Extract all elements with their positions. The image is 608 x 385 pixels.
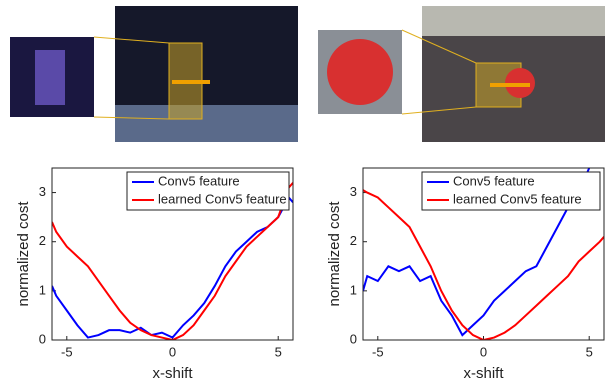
y-tick-label: 2 [350, 233, 357, 248]
x-tick-label: 0 [480, 344, 487, 359]
y-tick-label: 3 [39, 184, 46, 199]
y-tick-label: 1 [39, 282, 46, 297]
x-tick-label: 5 [275, 344, 282, 359]
legend-label: Conv5 feature [453, 173, 535, 188]
y-axis-label: normalized cost [326, 201, 343, 307]
x-axis-label: x-shift [152, 365, 193, 382]
x-tick-label: 5 [586, 344, 593, 359]
x-tick-label: 0 [169, 344, 176, 359]
y-axis-label: normalized cost [15, 201, 32, 307]
y-tick-label: 0 [39, 331, 46, 346]
scene-floor [115, 105, 298, 142]
x-axis-label: x-shift [463, 365, 504, 382]
page: -5 0 5 0 1 2 3 x-shift normalized cost Conv5 feat… [0, 0, 608, 385]
y-tick-label: 0 [350, 331, 357, 346]
series-line [363, 190, 604, 340]
y-tick-label: 3 [350, 184, 357, 199]
legend-label: learned Conv5 feature [158, 191, 287, 206]
x-tick-label: -5 [61, 344, 73, 359]
legend-label: Conv5 feature [158, 173, 240, 188]
crop-figure [35, 50, 65, 105]
figure: -5 0 5 0 1 2 3 x-shift normalized cost Conv5 feat… [0, 0, 608, 385]
crop-ball [327, 39, 393, 105]
y-tick-label: 1 [350, 282, 357, 297]
scene-wall [422, 6, 605, 36]
x-tick-label: -5 [372, 344, 384, 359]
legend-label: learned Conv5 feature [453, 191, 582, 206]
y-tick-label: 2 [39, 233, 46, 248]
